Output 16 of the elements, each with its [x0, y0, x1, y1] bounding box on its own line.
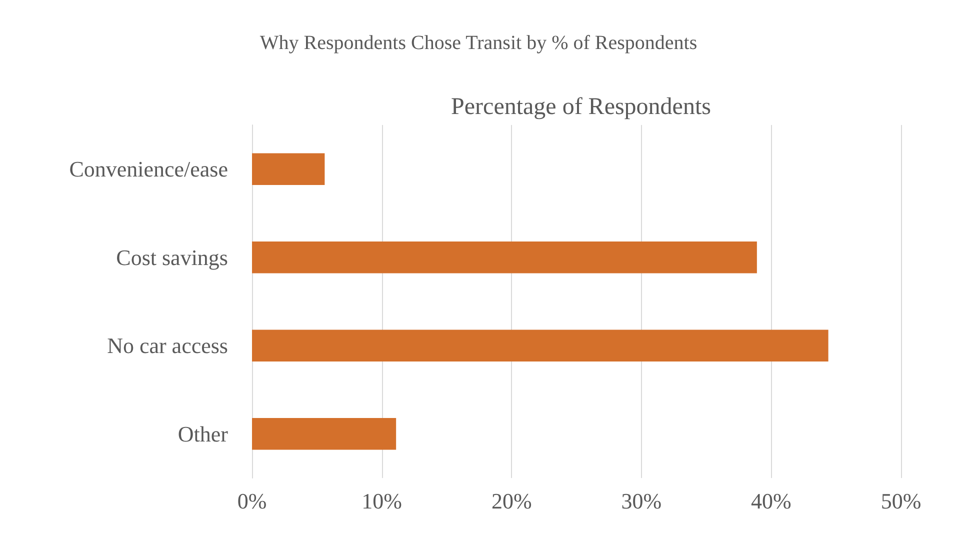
bar — [252, 418, 396, 450]
bar — [252, 153, 325, 186]
x-tick-label: 10% — [362, 488, 402, 514]
x-tick-label: 0% — [237, 488, 267, 514]
y-tick-label: Convenience/ease — [69, 156, 228, 182]
y-tick-label: Cost savings — [116, 244, 228, 270]
x-tick-label: 40% — [751, 488, 792, 514]
x-tick-label: 50% — [880, 488, 922, 514]
y-tick-label: Other — [178, 421, 229, 446]
x-tick-label: 20% — [491, 488, 532, 514]
bar — [252, 330, 828, 362]
y-tick-label: No car access — [107, 333, 228, 358]
bar — [252, 241, 757, 274]
x-tick-label: 30% — [621, 488, 662, 514]
chart-title: Why Respondents Chose Transit by % of Respondents — [260, 32, 698, 54]
chart-subtitle: Percentage of Respondents — [451, 94, 711, 120]
